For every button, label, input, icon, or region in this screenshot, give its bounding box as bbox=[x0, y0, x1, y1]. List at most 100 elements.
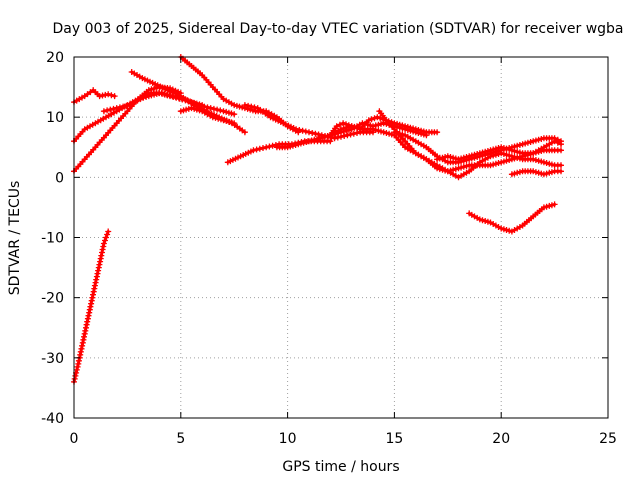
data-point-marker bbox=[104, 107, 111, 114]
data-series-arc-i bbox=[224, 138, 334, 166]
data-point-marker bbox=[241, 102, 248, 109]
data-point-marker bbox=[185, 105, 192, 112]
data-point-marker bbox=[490, 161, 497, 168]
data-point-marker bbox=[463, 163, 470, 170]
data-point-marker bbox=[245, 102, 252, 109]
data-point-marker bbox=[356, 125, 363, 132]
data-point-marker bbox=[543, 203, 550, 210]
data-point-marker bbox=[551, 138, 558, 145]
data-point-marker bbox=[511, 170, 518, 177]
data-point-marker bbox=[498, 225, 505, 232]
data-point-marker bbox=[370, 126, 376, 133]
data-point-marker bbox=[228, 110, 235, 117]
data-point-marker bbox=[407, 124, 414, 131]
data-point-marker bbox=[450, 166, 457, 173]
data-point-marker bbox=[79, 342, 86, 349]
data-point-marker bbox=[241, 129, 248, 136]
data-point-marker bbox=[204, 104, 211, 111]
data-series-arc-d bbox=[71, 87, 118, 106]
x-tick-label: 0 bbox=[70, 431, 79, 447]
data-point-marker bbox=[514, 169, 521, 176]
data-point-marker bbox=[535, 157, 542, 164]
data-point-marker bbox=[530, 138, 537, 145]
data-point-marker bbox=[514, 148, 521, 155]
data-series-arc-h bbox=[177, 105, 238, 127]
data-point-marker bbox=[498, 144, 505, 151]
data-point-marker bbox=[463, 154, 470, 160]
data-point-marker bbox=[476, 150, 483, 157]
y-tick-label: 10 bbox=[46, 110, 64, 126]
data-point-marker bbox=[487, 162, 494, 169]
data-series-arc-a bbox=[71, 228, 112, 385]
data-series-arc-e bbox=[100, 90, 238, 118]
x-tick-label: 10 bbox=[279, 431, 297, 447]
data-point-marker bbox=[217, 107, 224, 114]
data-point-marker bbox=[543, 160, 550, 166]
data-point-marker bbox=[495, 160, 502, 166]
data-point-marker bbox=[530, 168, 537, 175]
data-point-marker bbox=[516, 142, 523, 148]
data-point-marker bbox=[120, 103, 127, 110]
data-point-marker bbox=[110, 105, 117, 112]
data-point-marker bbox=[107, 106, 114, 113]
data-point-marker bbox=[436, 166, 443, 173]
data-point-marker bbox=[236, 103, 243, 110]
data-point-marker bbox=[548, 169, 555, 176]
data-series-arc-r bbox=[508, 168, 564, 178]
data-point-marker bbox=[348, 123, 355, 130]
data-point-marker bbox=[434, 165, 441, 172]
data-point-marker bbox=[380, 129, 387, 136]
data-point-marker bbox=[506, 227, 513, 234]
data-point-marker bbox=[269, 142, 276, 149]
data-point-marker bbox=[100, 240, 107, 247]
data-point-marker bbox=[74, 363, 81, 370]
y-tick-label: -10 bbox=[41, 231, 64, 247]
data-point-marker bbox=[558, 162, 564, 169]
data-point-marker bbox=[284, 144, 291, 151]
data-point-marker bbox=[514, 142, 521, 149]
data-point-marker bbox=[308, 137, 315, 144]
data-point-marker bbox=[231, 111, 238, 118]
data-point-marker bbox=[260, 145, 266, 151]
data-point-marker bbox=[231, 120, 238, 127]
data-point-marker bbox=[516, 169, 523, 176]
data-point-marker bbox=[503, 151, 510, 158]
chart-title: Day 003 of 2025, Sidereal Day-to-day VTE… bbox=[52, 21, 623, 37]
data-point-marker bbox=[554, 139, 561, 146]
data-point-marker bbox=[220, 117, 227, 124]
y-tick-label: 20 bbox=[46, 50, 64, 66]
tick-layer: 0 5 10 15 20 25 -40 -30 -20 -10 0 10 20 bbox=[41, 50, 617, 447]
data-point-marker bbox=[73, 366, 80, 373]
data-point-marker bbox=[299, 127, 306, 134]
y-tick-label: 0 bbox=[55, 170, 64, 186]
data-point-marker bbox=[102, 237, 108, 244]
data-point-marker bbox=[88, 297, 95, 304]
data-point-marker bbox=[458, 164, 465, 171]
data-point-marker bbox=[347, 131, 354, 138]
data-point-marker bbox=[93, 276, 100, 283]
data-point-marker bbox=[514, 154, 521, 161]
data-point-marker bbox=[558, 168, 564, 175]
x-tick-label: 15 bbox=[385, 431, 403, 447]
data-point-marker bbox=[250, 147, 257, 154]
data-point-marker bbox=[368, 116, 375, 123]
data-point-marker bbox=[391, 120, 398, 127]
data-layer bbox=[71, 54, 564, 385]
data-point-marker bbox=[75, 357, 82, 364]
data-point-marker bbox=[100, 108, 107, 115]
data-point-marker bbox=[344, 132, 351, 139]
data-point-marker bbox=[371, 115, 378, 122]
data-point-marker bbox=[251, 104, 258, 111]
data-point-marker bbox=[548, 161, 555, 168]
data-point-marker bbox=[193, 106, 200, 113]
data-point-marker bbox=[315, 131, 322, 138]
data-point-marker bbox=[418, 127, 425, 134]
data-point-marker bbox=[378, 120, 384, 127]
data-point-marker bbox=[402, 123, 409, 130]
data-point-marker bbox=[253, 146, 260, 153]
data-point-marker bbox=[396, 130, 403, 137]
x-tick-label: 5 bbox=[176, 431, 185, 447]
data-point-marker bbox=[297, 140, 304, 147]
data-point-marker bbox=[535, 169, 542, 176]
data-point-marker bbox=[532, 157, 539, 163]
